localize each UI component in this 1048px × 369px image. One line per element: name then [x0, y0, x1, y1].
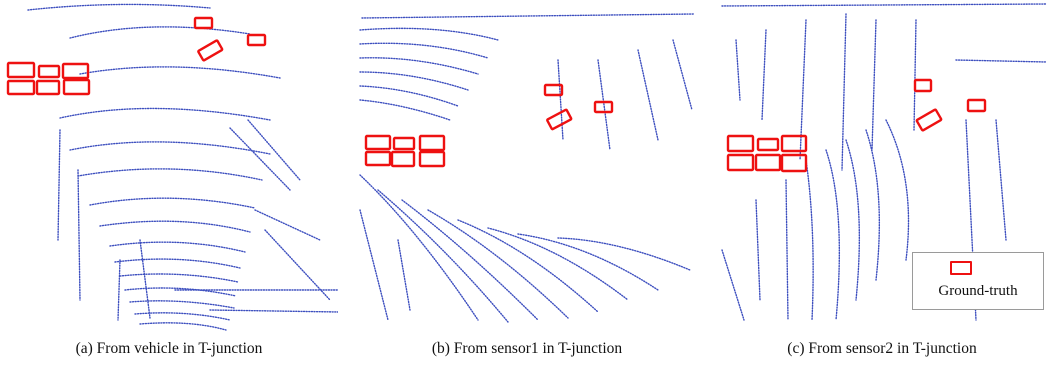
ground-truth-boxes [364, 83, 614, 168]
ground-truth-boxes [6, 16, 267, 96]
caption-panel-c: (c) From sensor2 in T-junction [787, 340, 977, 357]
legend-label: Ground-truth [938, 283, 1018, 299]
pointcloud-canvas-sensor1 [359, 13, 695, 323]
lidar-points [359, 13, 695, 323]
ground-truth-boxes [726, 78, 987, 173]
caption-panel-a: (a) From vehicle in T-junction [75, 340, 263, 357]
legend-box-swatch-icon [950, 261, 972, 275]
lidar-points [27, 3, 338, 331]
pointcloud-canvas-vehicle [6, 3, 338, 331]
pointcloud-panel-vehicle [0, 0, 338, 332]
caption-panel-b: (b) From sensor1 in T-junction [431, 340, 623, 357]
lidar-points [721, 3, 1047, 321]
pointcloud-canvas-sensor2 [721, 3, 1047, 321]
pointcloud-panel-sensor1 [358, 0, 696, 332]
legend: Ground-truth [912, 252, 1044, 310]
